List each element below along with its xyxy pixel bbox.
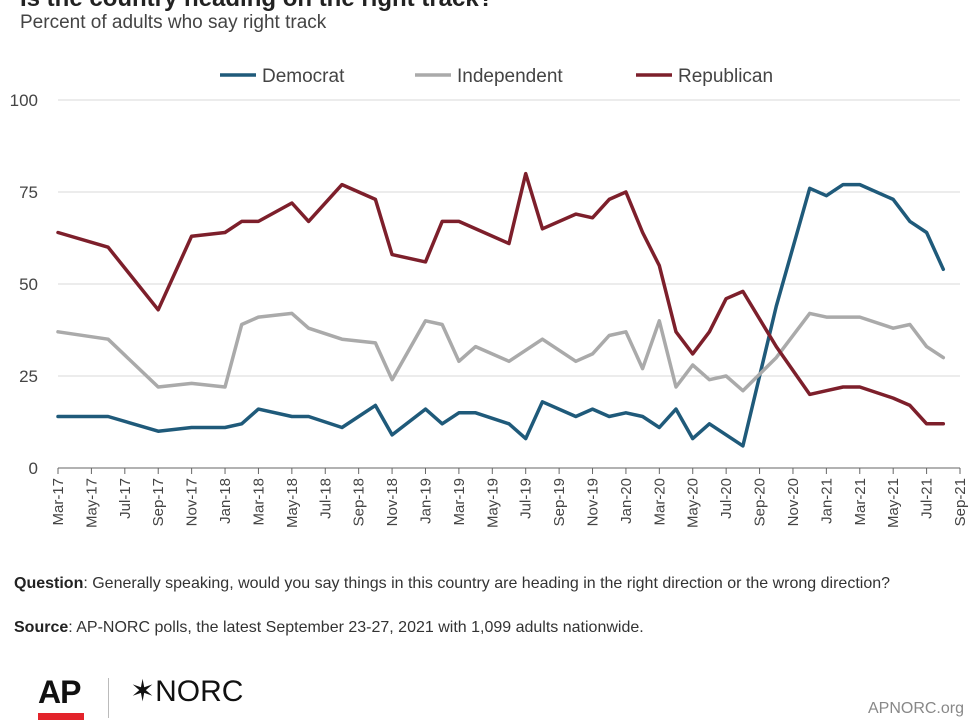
chart-title: Is the country heading on the right trac… (20, 0, 493, 12)
line-chart: 0 25 50 75 100 Mar-17 May-17 Jul-17 Sep-17 Nov-17… (10, 66, 969, 528)
x-tick-label: May-17 (83, 478, 100, 528)
source-text: : AP-NORC polls, the latest September 23… (68, 619, 644, 636)
source-note: Source: AP-NORC polls, the latest Septem… (14, 617, 964, 639)
legend-label-republican: Republican (678, 66, 773, 87)
x-tick-label: Jul-19 (518, 478, 535, 519)
x-tick-label: Mar-17 (50, 478, 67, 526)
x-tick-label: Jul-20 (718, 478, 735, 519)
ap-logo: AP (38, 674, 81, 710)
x-tick-label: Sep-21 (952, 478, 969, 526)
x-tick-label: Mar-20 (651, 478, 668, 526)
y-tick-label: 25 (19, 367, 38, 386)
x-tick-label: Mar-19 (451, 478, 468, 526)
question-note: Question: Generally speaking, would you … (14, 573, 964, 595)
y-tick-label: 50 (19, 275, 38, 294)
question-label: Question (14, 575, 84, 592)
legend-label-democrat: Democrat (262, 66, 345, 87)
x-tick-label: May-19 (484, 478, 501, 528)
question-text: : Generally speaking, would you say thin… (83, 575, 891, 592)
norc-logo: ✶NORC (130, 675, 244, 708)
x-tick-label: Mar-21 (852, 478, 869, 526)
x-tick-label: Jan-21 (818, 478, 835, 524)
logo-divider (108, 678, 109, 718)
x-tick-label: Mar-18 (250, 478, 267, 526)
x-tick-label: Nov-18 (384, 478, 401, 526)
x-tick-label: Jul-17 (117, 478, 134, 519)
x-tick-label: May-21 (885, 478, 902, 528)
x-tick-label: May-20 (685, 478, 702, 528)
x-tick-label: Sep-20 (752, 478, 769, 526)
legend-label-independent: Independent (457, 66, 563, 87)
x-tick-label: May-18 (284, 478, 301, 528)
series-line-democrat (56, 182, 946, 448)
series-line-independent (56, 311, 946, 393)
y-tick-label: 100 (10, 91, 38, 110)
x-tick-label: Jul-21 (919, 478, 936, 519)
x-tick-label: Jul-18 (317, 478, 334, 519)
x-tick-label: Sep-19 (551, 478, 568, 526)
series-line-republican (56, 171, 946, 426)
chart-subtitle: Percent of adults who say right track (20, 12, 327, 33)
site-url: APNORC.org (867, 700, 964, 717)
x-tick-label: Sep-17 (150, 478, 167, 526)
x-tick-label: Nov-17 (184, 478, 201, 526)
x-tick-label: Jan-18 (217, 478, 234, 524)
source-label: Source (14, 619, 69, 636)
x-tick-label: Nov-20 (785, 478, 802, 526)
x-tick-label: Jan-20 (618, 478, 635, 524)
y-tick-label: 75 (19, 183, 38, 202)
x-tick-label: Nov-19 (585, 478, 602, 526)
x-tick-label: Sep-18 (351, 478, 368, 526)
x-tick-label: Jan-19 (417, 478, 434, 524)
y-tick-label: 0 (29, 459, 38, 478)
ap-logo-underline (38, 713, 84, 720)
